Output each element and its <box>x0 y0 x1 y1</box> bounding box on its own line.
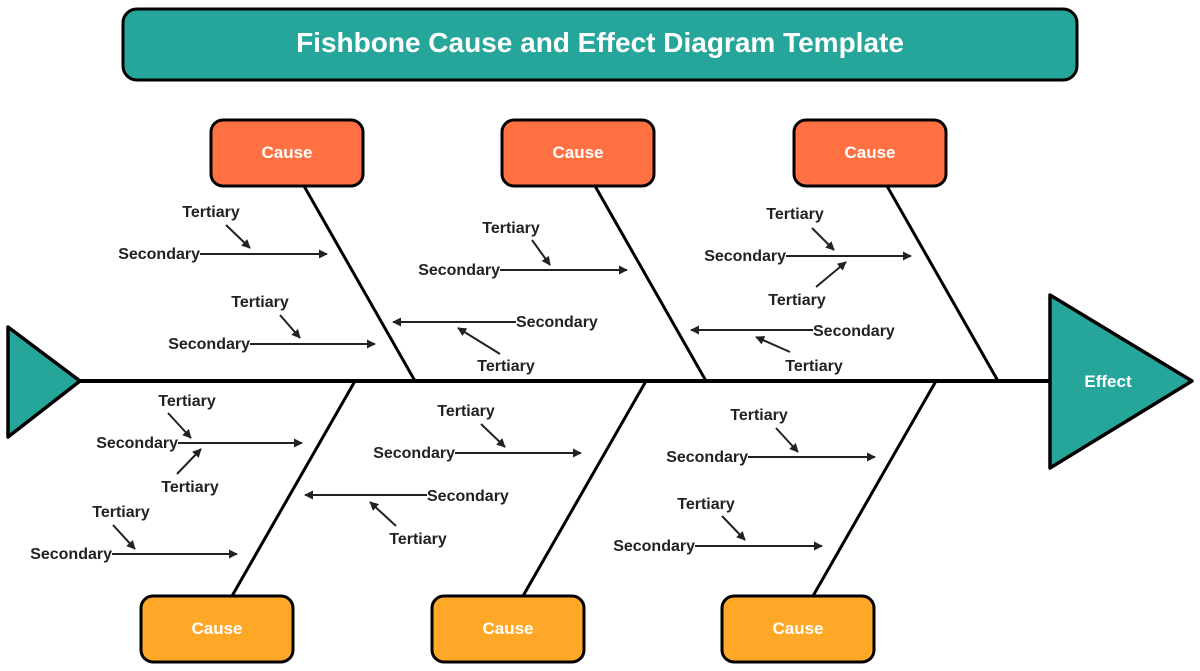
tertiary-label: Tertiary <box>92 504 150 521</box>
cause-bone <box>302 185 417 382</box>
tertiary-label: Tertiary <box>161 479 219 496</box>
diagram-title: Fishbone Cause and Effect Diagram Templa… <box>296 27 904 58</box>
tertiary-arrow <box>457 327 501 355</box>
tertiary-label: Tertiary <box>768 292 826 309</box>
tertiary-label: Tertiary <box>766 206 824 223</box>
cause-box[interactable] <box>430 594 586 664</box>
cause-bone <box>593 185 708 382</box>
tertiary-arrow <box>369 501 397 527</box>
cause-bottom-3[interactable]: Cause <box>720 380 938 664</box>
secondary-label: Secondary <box>373 445 455 462</box>
cause-label: Cause <box>191 619 242 638</box>
tertiary-arrow <box>112 524 136 550</box>
secondary-label: Secondary <box>516 314 598 331</box>
tertiary-label: Tertiary <box>158 393 216 410</box>
tertiary-arrow <box>531 239 551 266</box>
secondary-branch-bottom-2: Secondary Tertiary <box>304 488 509 548</box>
tertiary-label: Tertiary <box>389 531 447 548</box>
secondary-label: Secondary <box>613 538 695 555</box>
cause-box[interactable] <box>139 594 295 664</box>
tertiary-label: Tertiary <box>477 358 535 375</box>
secondary-label: Secondary <box>96 435 178 452</box>
secondary-branch-top-3: Secondary Tertiary Tertiary <box>704 206 912 309</box>
secondary-branch-bottom-1: Secondary Tertiary <box>30 504 238 563</box>
secondary-label: Secondary <box>168 336 250 353</box>
cause-label: Cause <box>261 143 312 162</box>
secondary-branch-top-2: Secondary Tertiary <box>418 220 628 279</box>
tertiary-arrow <box>811 227 835 251</box>
cause-box[interactable] <box>720 594 876 664</box>
secondary-branch-bottom-3: Secondary Tertiary <box>666 407 876 466</box>
tertiary-arrow <box>721 515 746 541</box>
secondary-label: Secondary <box>704 248 786 265</box>
tertiary-arrow <box>775 427 799 453</box>
secondary-label: Secondary <box>427 488 509 505</box>
secondary-branch-top-2: Secondary Tertiary <box>392 314 598 375</box>
tertiary-label: Tertiary <box>182 204 240 221</box>
cause-top-3[interactable]: Cause <box>792 118 1000 382</box>
tertiary-arrow <box>279 314 301 339</box>
cause-bottom-1[interactable]: Cause <box>139 380 357 664</box>
secondary-label: Secondary <box>118 246 200 263</box>
tertiary-label: Tertiary <box>785 358 843 375</box>
tertiary-label: Tertiary <box>437 403 495 420</box>
secondary-branch-top-3: Secondary Tertiary <box>690 323 895 375</box>
cause-label: Cause <box>482 619 533 638</box>
secondary-label: Secondary <box>30 546 112 563</box>
cause-box[interactable] <box>792 118 948 188</box>
tertiary-arrow <box>167 412 192 439</box>
secondary-branch-bottom-2: Secondary Tertiary <box>373 403 582 462</box>
tertiary-arrow <box>815 261 847 288</box>
tertiary-arrow <box>176 448 202 475</box>
cause-top-1[interactable]: Cause <box>209 118 417 382</box>
secondary-label: Secondary <box>418 262 500 279</box>
secondary-branch-bottom-3: Secondary Tertiary <box>613 496 823 555</box>
tertiary-label: Tertiary <box>482 220 540 237</box>
cause-box[interactable] <box>209 118 365 188</box>
secondary-branch-top-1: Secondary Tertiary <box>118 204 328 263</box>
title-banner: Fishbone Cause and Effect Diagram Templa… <box>121 7 1079 82</box>
cause-label: Cause <box>772 619 823 638</box>
cause-label: Cause <box>552 143 603 162</box>
cause-box[interactable] <box>500 118 656 188</box>
cause-bone <box>885 185 1000 382</box>
tertiary-arrow <box>755 336 791 353</box>
cause-label: Cause <box>844 143 895 162</box>
tail-triangle <box>6 325 82 439</box>
cause-bone <box>230 380 357 597</box>
effect-label: Effect <box>1084 372 1132 391</box>
tertiary-label: Tertiary <box>677 496 735 513</box>
secondary-label: Secondary <box>666 449 748 466</box>
cause-bone <box>521 380 648 597</box>
tertiary-label: Tertiary <box>730 407 788 424</box>
secondary-label: Secondary <box>813 323 895 340</box>
tertiary-arrow <box>480 423 506 448</box>
secondary-branch-top-1: Secondary Tertiary <box>168 294 376 353</box>
cause-top-2[interactable]: Cause <box>500 118 708 382</box>
effect-head: Effect <box>1048 293 1194 470</box>
secondary-branch-bottom-1: Secondary Tertiary Tertiary <box>96 393 303 496</box>
tertiary-label: Tertiary <box>231 294 289 311</box>
tertiary-arrow <box>225 224 251 249</box>
cause-bone <box>811 380 938 597</box>
cause-bottom-2[interactable]: Cause <box>430 380 648 664</box>
